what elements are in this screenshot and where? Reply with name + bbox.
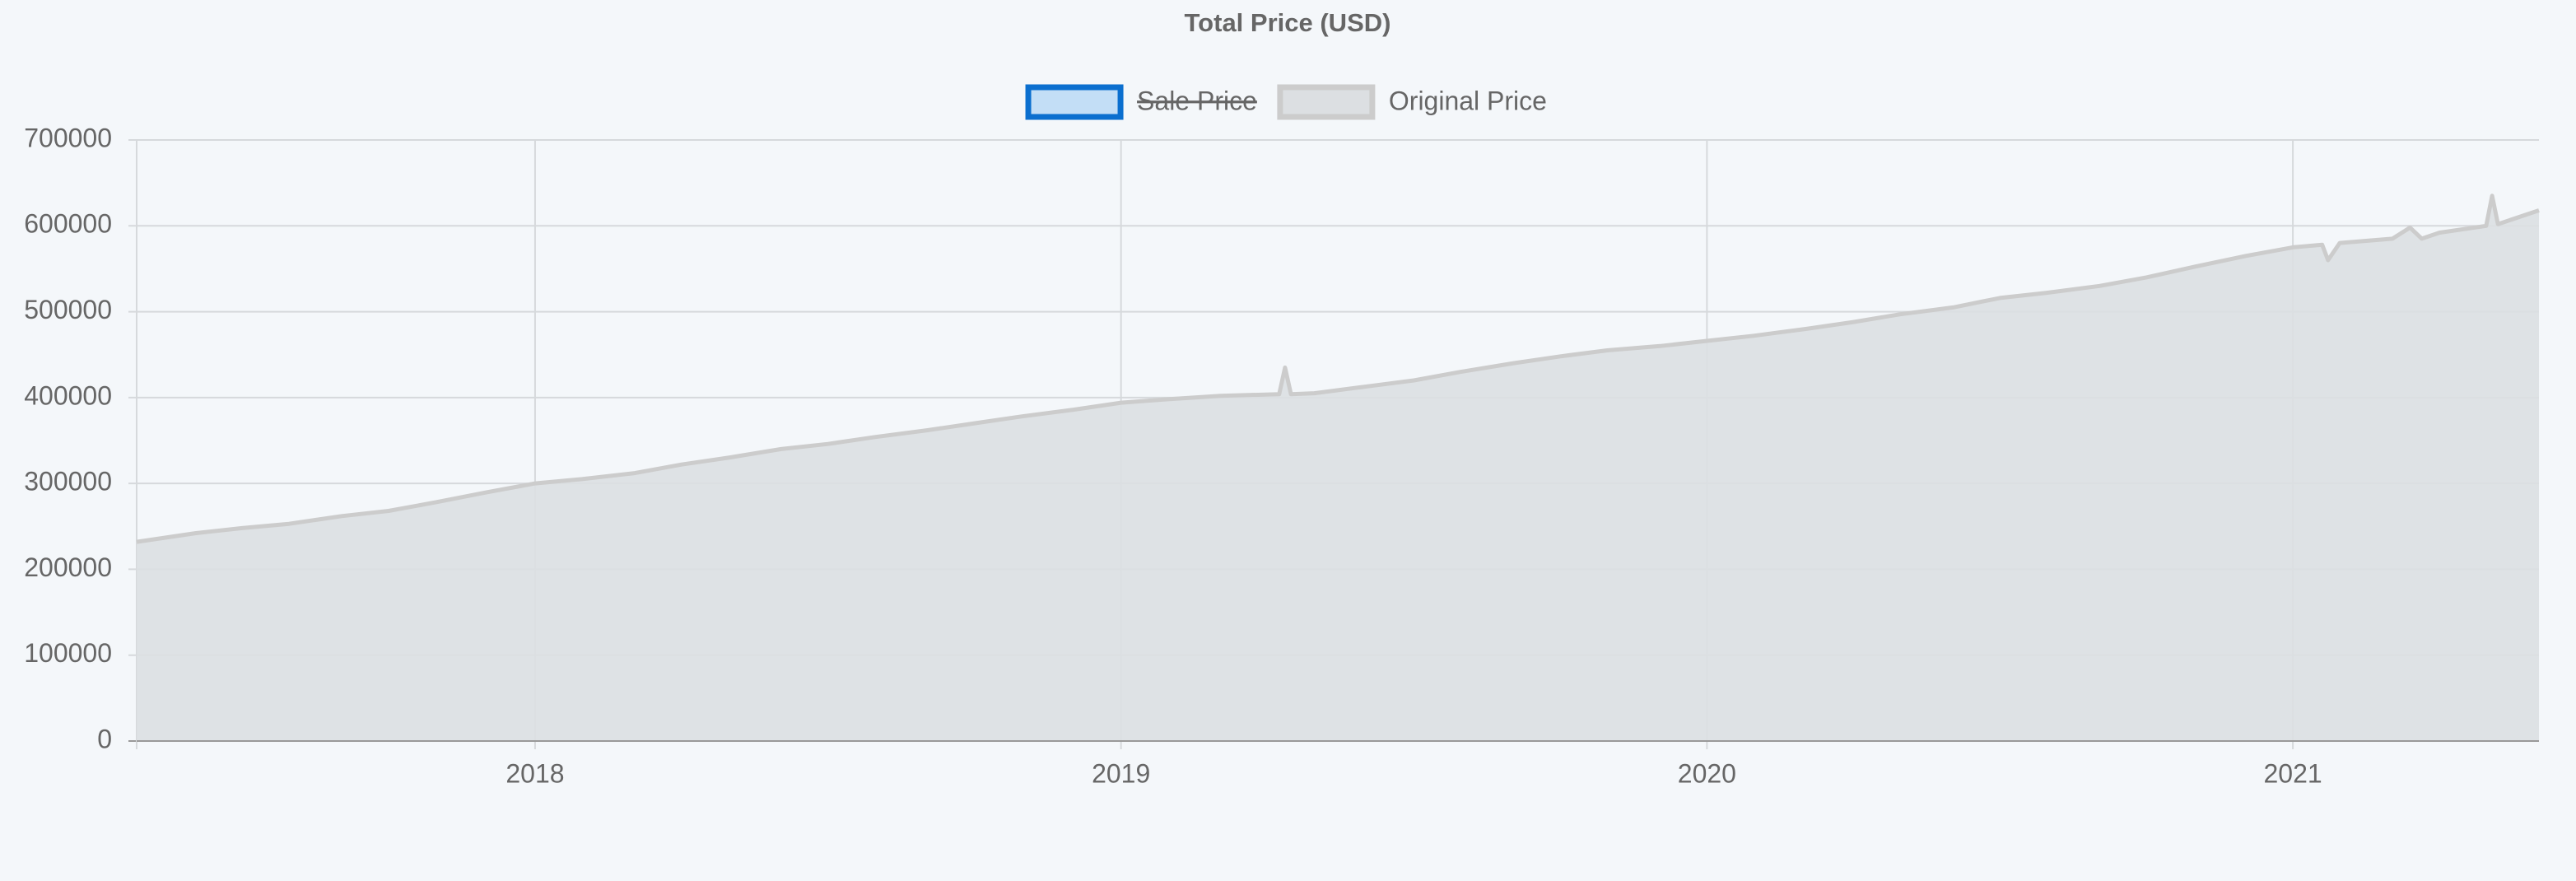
x-tick-label: 2020: [1678, 758, 1736, 788]
y-tick-label: 400000: [24, 380, 112, 410]
legend: Sale Price Original Price: [1025, 84, 1547, 120]
y-tick-label: 200000: [24, 552, 112, 582]
line: [136, 193, 2540, 544]
legend-label: Sale Price: [1137, 86, 1257, 115]
x-tick-label: 2021: [2263, 758, 2322, 788]
area: [137, 195, 2539, 742]
chart-title: Total Price (USD): [1185, 8, 1391, 37]
legend-label: Original Price: [1389, 86, 1547, 115]
y-tick-label: 700000: [24, 123, 112, 152]
legend-swatch: [1277, 84, 1376, 120]
legend-swatch: [1025, 84, 1124, 120]
x-tick-label: 2018: [505, 758, 564, 788]
y-tick-label: 0: [97, 724, 112, 753]
y-tick-label: 300000: [24, 467, 112, 496]
y-tick-label: 100000: [24, 638, 112, 668]
y-tick-label: 600000: [24, 209, 112, 239]
y-tick-label: 500000: [24, 295, 112, 324]
x-tick-label: 2019: [1092, 758, 1150, 788]
